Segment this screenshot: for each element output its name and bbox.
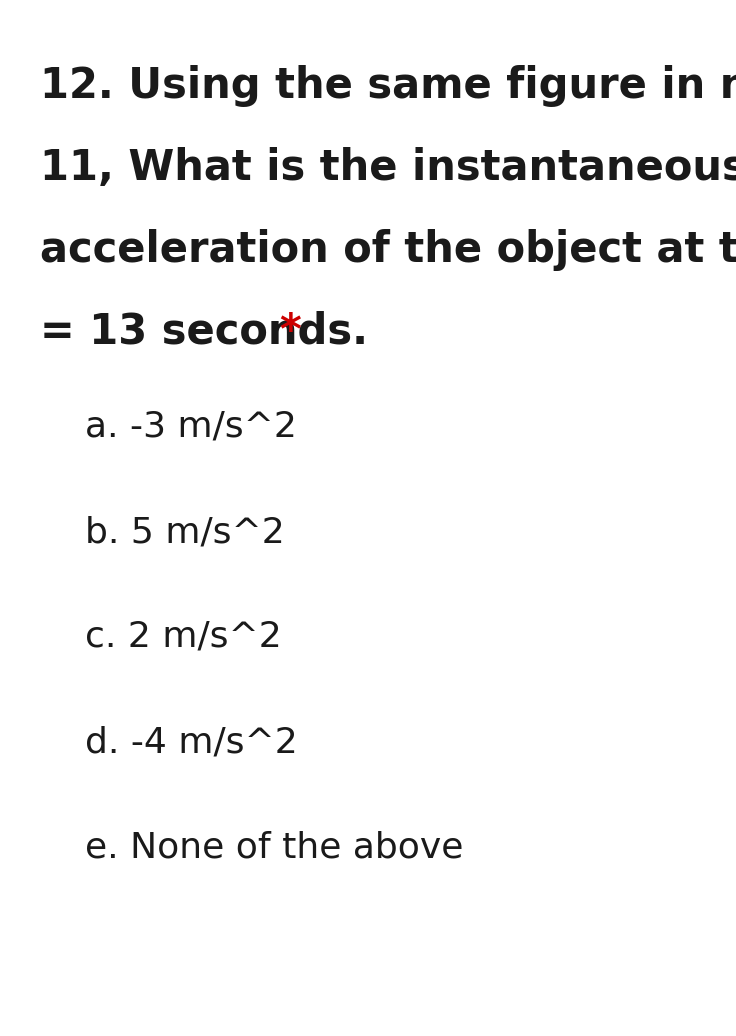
Text: c. 2 m/s^2: c. 2 m/s^2	[85, 620, 282, 654]
Text: a. -3 m/s^2: a. -3 m/s^2	[85, 410, 297, 444]
Text: e. None of the above: e. None of the above	[85, 830, 464, 864]
Text: b. 5 m/s^2: b. 5 m/s^2	[85, 515, 285, 549]
Text: *: *	[280, 311, 301, 353]
Text: 12. Using the same figure in no.: 12. Using the same figure in no.	[40, 65, 736, 107]
Text: d. -4 m/s^2: d. -4 m/s^2	[85, 725, 298, 759]
Text: = 13 seconds.: = 13 seconds.	[40, 311, 383, 353]
Text: acceleration of the object at t: acceleration of the object at t	[40, 229, 736, 271]
Text: 11, What is the instantaneous: 11, What is the instantaneous	[40, 147, 736, 189]
